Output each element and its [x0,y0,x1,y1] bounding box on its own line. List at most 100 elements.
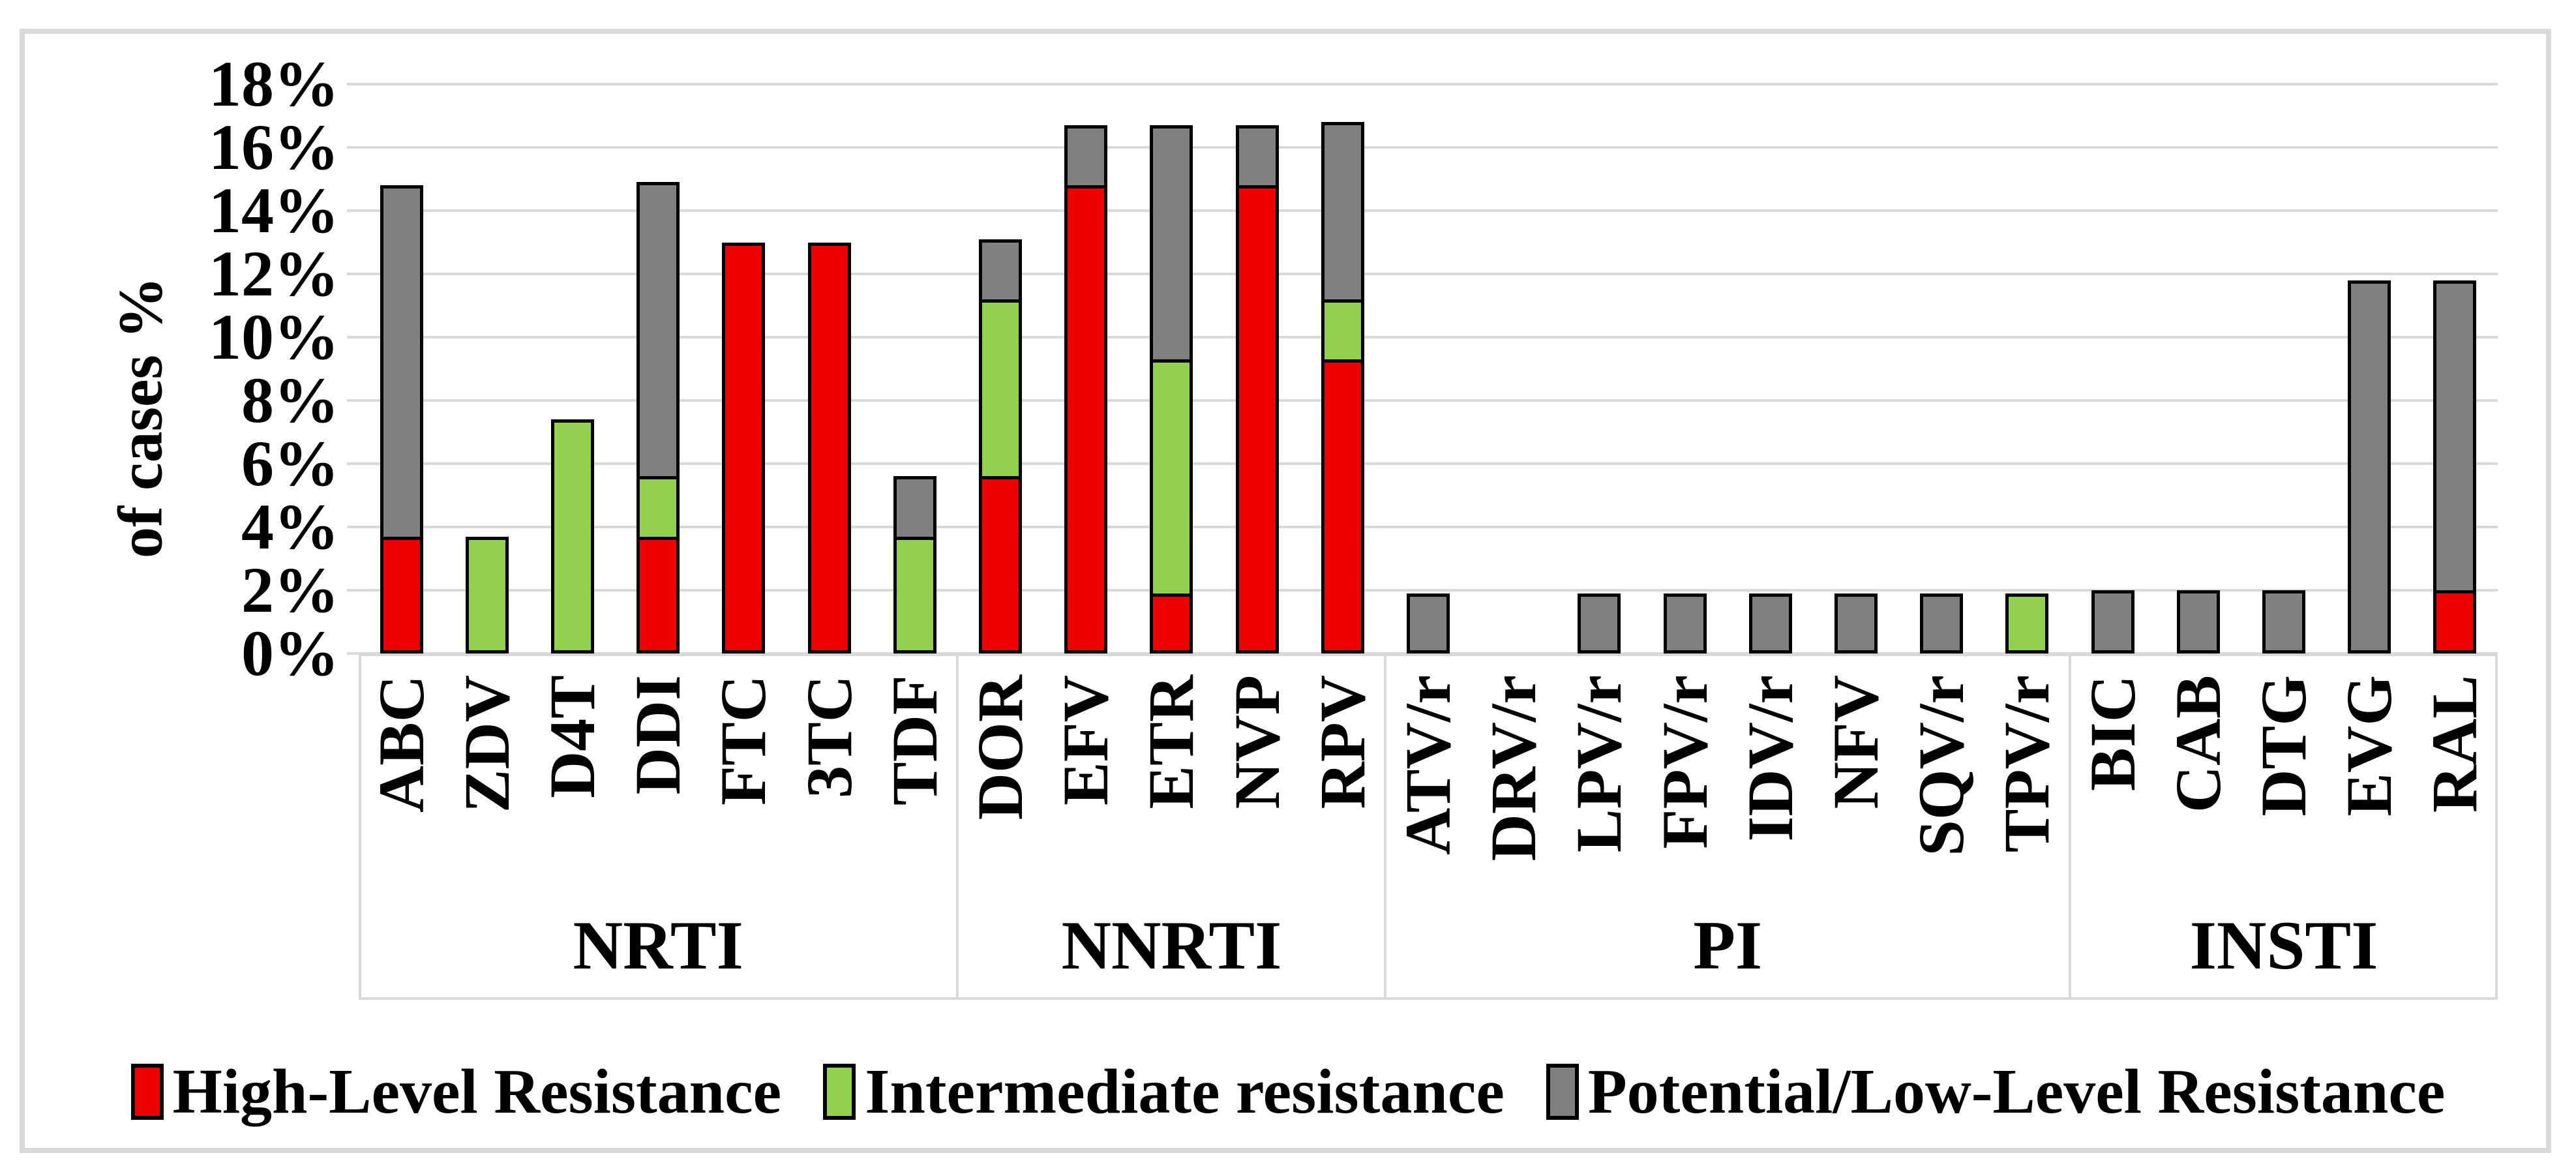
bar-segment-high-ETR [1150,593,1193,654]
y-tick-mark [347,209,359,212]
y-tick-mark [347,589,359,592]
bar-segment-intermediate-ZDV [465,536,509,654]
drug-label-BIC: BIC [2076,675,2149,791]
y-tick-label: 16% [209,111,339,183]
gridline-18 [359,83,2498,85]
y-tick-mark [347,652,359,655]
drug-label-EVG: EVG [2333,675,2406,817]
group-label-PI: PI [1693,907,1763,984]
bar-segment-low-DOR [979,239,1022,303]
gridline-16 [359,146,2498,149]
y-tick-label: 4% [241,490,339,563]
y-tick-mark [347,146,359,149]
bar-segment-high-RAL [2433,590,2477,654]
y-tick-mark [347,526,359,528]
drug-label-DOR: DOR [964,675,1036,820]
bar-segment-low-DDI [637,182,680,480]
legend-swatch-low [1546,1064,1579,1120]
legend-item-high: High-Level Resistance [130,1055,782,1128]
drug-label-FTC: FTC [707,675,780,805]
y-tick-mark [347,399,359,402]
bar-segment-low-EVG [2348,280,2391,654]
y-tick-label: 2% [241,554,339,626]
drug-label-NVP: NVP [1220,675,1293,809]
bar-segment-high-FTC [722,242,766,654]
gridline-12 [359,273,2498,275]
bar-segment-low-RAL [2433,280,2477,594]
bar-segment-intermediate-DDI [637,476,680,540]
drug-label-3TC: 3TC [792,675,865,798]
drug-label-ATV/r: ATV/r [1392,675,1464,855]
bar-segment-intermediate-ETR [1150,359,1193,597]
drug-label-NFV: NFV [1820,675,1892,809]
y-tick-label: 0% [241,617,339,689]
bar-segment-high-EFV [1064,185,1108,654]
legend-label-intermediate: Intermediate resistance [865,1057,1505,1127]
bar-segment-low-DTG [2262,590,2305,654]
bar-segment-intermediate-D4T [551,419,594,654]
drug-label-CAB: CAB [2161,675,2234,813]
group-divider [2069,654,2071,1000]
drug-label-SQV/r: SQV/r [1905,675,1978,856]
bar-segment-high-DOR [979,476,1022,654]
legend-item-low: Potential/Low-Level Resistance [1546,1055,2445,1128]
legend-item-intermediate: Intermediate resistance [823,1055,1505,1128]
drug-label-DDI: DDI [622,675,695,795]
group-label-NNRTI: NNRTI [1061,907,1282,984]
drug-label-EFV: EFV [1049,675,1122,805]
group-divider [1384,654,1387,1000]
bar-segment-low-ABC [380,185,423,540]
drug-label-D4T: D4T [536,675,608,798]
y-tick-mark [347,273,359,275]
bar-segment-high-NVP [1235,185,1279,654]
bar-segment-high-3TC [807,242,851,654]
gridline-2 [359,589,2498,592]
bar-segment-low-LPV/r [1578,593,1621,654]
bar-segment-intermediate-TPV/r [2005,593,2049,654]
bar-segment-low-CAB [2176,590,2220,654]
gridline-6 [359,462,2498,465]
drug-label-DRV/r: DRV/r [1477,675,1550,862]
drug-label-FPV/r: FPV/r [1648,675,1721,849]
y-tick-mark [347,462,359,465]
bar-segment-low-ATV/r [1407,593,1450,654]
bar-segment-high-RPV [1321,359,1364,654]
bar-segment-low-ETR [1150,125,1193,363]
drug-label-IDV/r: IDV/r [1733,675,1806,842]
y-tick-label: 18% [209,48,339,120]
y-tick-label: 14% [209,174,339,247]
drug-label-TPV/r: TPV/r [1990,675,2063,853]
y-tick-label: 8% [241,364,339,436]
legend-label-high: High-Level Resistance [172,1057,782,1127]
bar-segment-high-DDI [637,536,680,654]
legend: High-Level Resistance Intermediate resist… [0,1055,2576,1128]
drug-label-RAL: RAL [2418,675,2491,813]
bar-segment-low-IDV/r [1748,593,1792,654]
bar-segment-intermediate-RPV [1321,299,1364,363]
gridline-8 [359,399,2498,402]
drug-label-ZDV: ZDV [450,675,523,813]
group-divider [956,654,959,1000]
gridline-4 [359,526,2498,528]
bar-segment-low-NVP [1235,125,1279,189]
drug-label-DTG: DTG [2247,675,2320,817]
drug-label-ABC: ABC [365,675,438,813]
bar-segment-low-FPV/r [1663,593,1707,654]
group-label-NRTI: NRTI [573,907,743,984]
y-tick-label: 6% [241,427,339,500]
drug-label-ETR: ETR [1135,675,1208,809]
x-label-box [359,654,2498,1000]
bar-segment-intermediate-DOR [979,299,1022,480]
gridline-10 [359,336,2498,338]
legend-swatch-intermediate [823,1064,856,1120]
drug-label-TDF: TDF [878,675,951,805]
bar-segment-low-SQV/r [1920,593,1964,654]
bar-segment-low-RPV [1321,122,1364,303]
bar-segment-low-TDF [893,476,936,540]
gridline-14 [359,209,2498,212]
bar-segment-low-BIC [2091,590,2134,654]
bar-segment-intermediate-TDF [893,536,936,654]
drug-label-RPV: RPV [1306,675,1379,809]
group-label-INSTI: INSTI [2189,907,2378,984]
